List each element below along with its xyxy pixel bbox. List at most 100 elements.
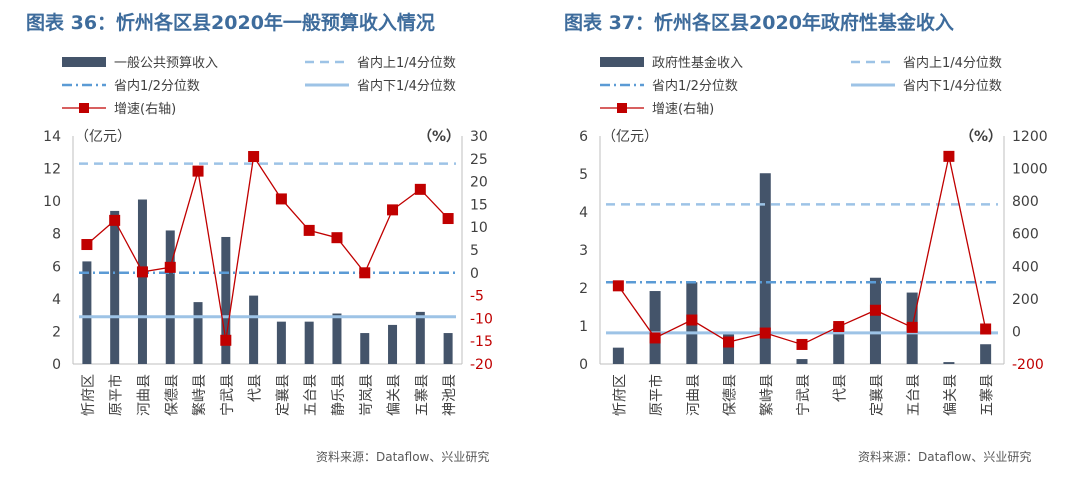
chart-panel-37: 图表 37：忻州各区县2020年政府性基金收入 政府性基金收入 省内上1/4分位数… [548, 0, 1078, 489]
right-tick-label: 20 [470, 175, 488, 191]
right-tick-label: 800 [1012, 194, 1039, 210]
growth-marker-原平市 [109, 214, 121, 226]
category-label: 定襄县 [275, 374, 291, 416]
category-label: 河曲县 [136, 374, 152, 416]
right-tick-label: -200 [1012, 357, 1044, 373]
category-label: 五台县 [303, 374, 319, 416]
growth-marker-偏关县 [943, 150, 955, 162]
growth-marker-五台县 [303, 224, 315, 236]
bar-代县 [249, 295, 259, 364]
bar-繁峙县 [193, 302, 203, 364]
growth-marker-宁武县 [796, 338, 808, 350]
growth-marker-繁峙县 [192, 165, 204, 177]
bar-宁武县 [221, 236, 231, 364]
category-label: 宁武县 [795, 374, 812, 416]
left-tick-label: 1 [579, 319, 588, 335]
bar-神池县 [443, 333, 453, 364]
right-tick-label: 600 [1012, 227, 1039, 243]
bar-原平市 [649, 291, 661, 364]
bar-定襄县 [869, 277, 881, 364]
legend-label: 省内上1/4分位数 [357, 55, 456, 71]
left-tick-label: 3 [579, 243, 588, 259]
growth-marker-定襄县 [869, 304, 881, 316]
growth-marker-五寨县 [980, 323, 992, 335]
legend-label: 省内1/2分位数 [114, 78, 200, 94]
left-tick-label: 6 [579, 129, 588, 145]
bar-宁武县 [796, 359, 808, 364]
category-label: 保德县 [164, 374, 180, 416]
right-tick-label: 200 [1012, 292, 1039, 308]
right-tick-label: 400 [1012, 259, 1039, 275]
legend-label: 省内1/2分位数 [652, 78, 738, 94]
category-label: 代县 [248, 374, 264, 402]
growth-marker-繁峙县 [759, 327, 771, 339]
growth-marker-神池县 [442, 213, 454, 225]
legend-growth-marker [617, 103, 627, 113]
bar-保德县 [723, 334, 735, 364]
category-label: 五寨县 [979, 374, 996, 416]
chart-title: 图表 37：忻州各区县2020年政府性基金收入 [564, 12, 954, 34]
category-label: 原平市 [648, 374, 665, 416]
bar-定襄县 [276, 321, 286, 364]
left-tick-label: 6 [52, 259, 61, 275]
legend-label: 省内下1/4分位数 [357, 78, 456, 94]
category-label: 忻府区 [81, 374, 97, 416]
category-label: 五台县 [906, 374, 922, 416]
category-label: 保德县 [723, 374, 739, 416]
growth-marker-定襄县 [275, 193, 287, 205]
right-tick-label: -5 [470, 289, 484, 305]
legend-label: 增速(右轴) [114, 102, 176, 117]
growth-line [617, 156, 987, 346]
growth-marker-河曲县 [686, 314, 698, 326]
bar-静乐县 [332, 313, 342, 364]
growth-marker-代县 [833, 321, 845, 333]
legend-label: 增速(右轴) [652, 102, 714, 117]
left-tick-label: 0 [52, 357, 61, 373]
bar-忻府区 [82, 261, 92, 364]
right-tick-label: 0 [1012, 324, 1021, 340]
category-label: 静乐县 [331, 374, 347, 416]
right-tick-label: 10 [470, 220, 488, 236]
left-tick-label: 5 [579, 167, 588, 183]
bar-繁峙县 [759, 173, 771, 364]
right-tick-label: 30 [470, 129, 488, 145]
bar-忻府区 [612, 347, 624, 364]
category-label: 忻府区 [612, 374, 628, 416]
left-tick-label: 12 [43, 162, 61, 178]
category-label: 代县 [833, 374, 849, 402]
growth-marker-偏关县 [387, 204, 399, 216]
growth-marker-岢岚县 [359, 267, 371, 279]
legend-bar-swatch [600, 57, 644, 67]
left-tick-label: 14 [43, 129, 61, 145]
growth-marker-保德县 [723, 336, 735, 348]
category-label: 河曲县 [686, 374, 702, 416]
right-tick-label: 1200 [1012, 129, 1048, 145]
growth-marker-宁武县 [220, 334, 232, 346]
chart-source: 资料来源：Dataflow、兴业研究 [858, 450, 1032, 464]
bar-原平市 [110, 210, 120, 364]
bar-岢岚县 [360, 333, 370, 364]
bar-代县 [833, 324, 845, 364]
legend-growth-marker [79, 103, 89, 113]
right-tick-label: 5 [470, 243, 479, 259]
right-axis-unit: （%） [418, 129, 460, 145]
left-tick-label: 10 [43, 194, 61, 210]
bar-保德县 [165, 230, 175, 364]
left-axis-unit: （亿元） [602, 129, 658, 145]
legend-label: 省内上1/4分位数 [903, 55, 1002, 71]
right-tick-label: 0 [470, 266, 479, 282]
growth-marker-五台县 [906, 321, 918, 333]
left-tick-label: 2 [579, 281, 588, 297]
growth-marker-忻府区 [81, 239, 93, 251]
growth-marker-河曲县 [136, 266, 148, 278]
growth-marker-五寨县 [414, 183, 426, 195]
category-label: 繁峙县 [192, 374, 208, 416]
chart-panel-36: 图表 36：忻州各区县2020年一般预算收入情况 一般公共预算收入 省内上1/4分… [10, 0, 540, 489]
category-label: 原平市 [108, 374, 125, 416]
category-label: 五寨县 [413, 374, 430, 416]
growth-marker-代县 [248, 151, 260, 163]
left-tick-label: 4 [52, 292, 61, 308]
growth-marker-原平市 [649, 332, 661, 344]
left-tick-label: 8 [52, 227, 61, 243]
